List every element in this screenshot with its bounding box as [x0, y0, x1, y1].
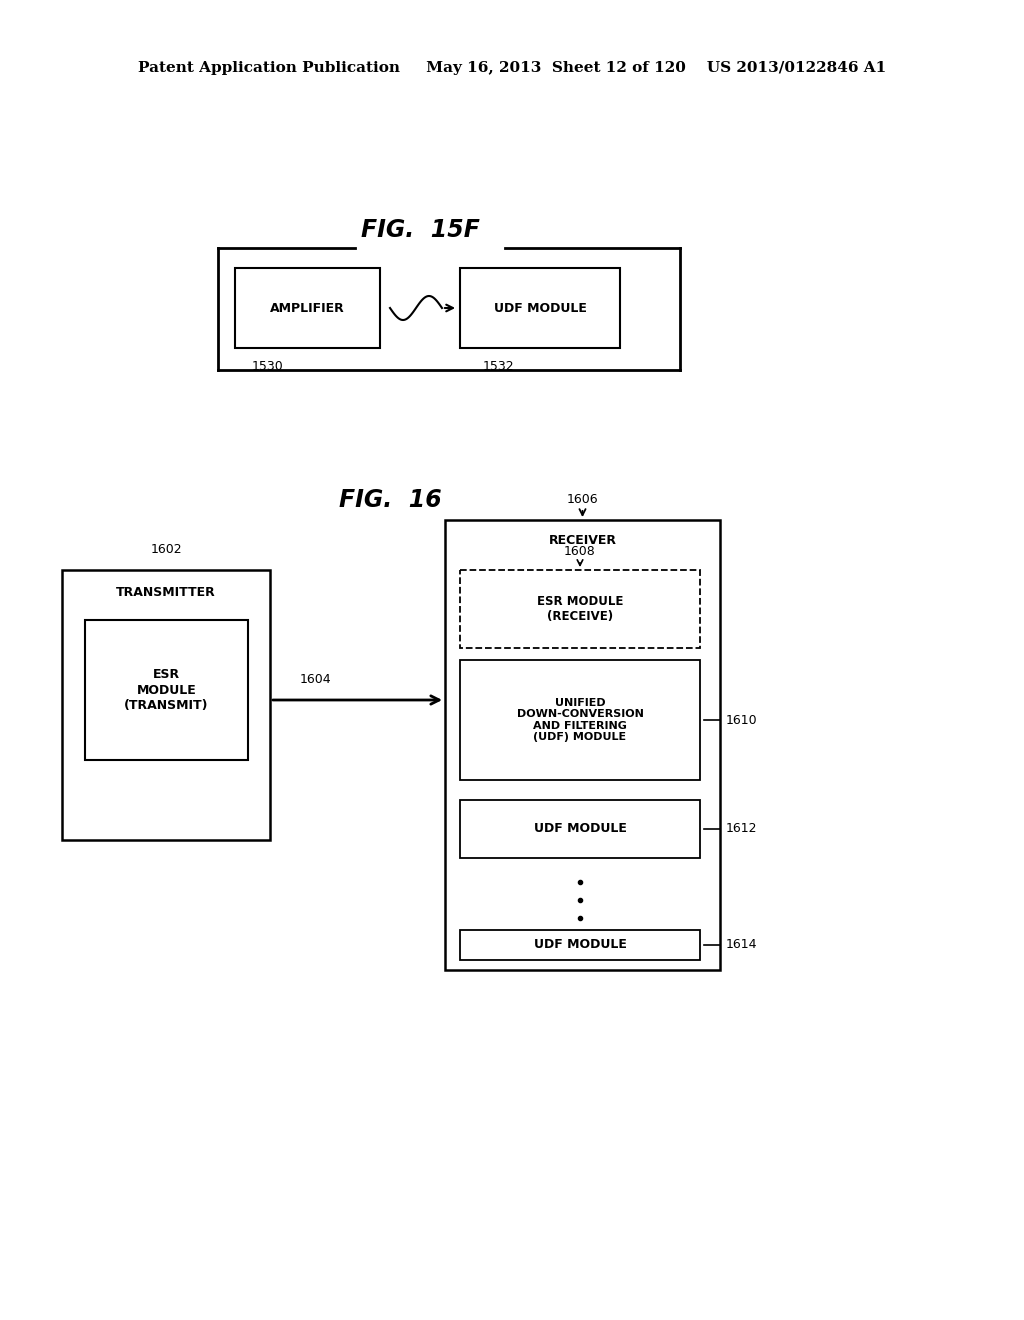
Text: 1614: 1614 — [726, 937, 758, 950]
Bar — [445, 520, 720, 970]
Text: RECEIVER: RECEIVER — [549, 533, 616, 546]
Bar — [460, 931, 700, 960]
Text: TRANSMITTER: TRANSMITTER — [116, 586, 216, 598]
Bar — [62, 570, 270, 840]
Text: FIG.  15F: FIG. 15F — [360, 218, 479, 242]
Text: 1606: 1606 — [566, 492, 598, 506]
Text: AMPLIFIER: AMPLIFIER — [270, 301, 345, 314]
Bar — [460, 660, 700, 780]
Text: 1610: 1610 — [726, 714, 758, 726]
Text: UDF MODULE: UDF MODULE — [494, 301, 587, 314]
Text: FIG.  16: FIG. 16 — [339, 488, 441, 512]
Bar — [460, 268, 620, 348]
Bar — [460, 570, 700, 648]
Text: 1532: 1532 — [482, 360, 514, 374]
Bar — [85, 620, 248, 760]
Text: ESR
MODULE
(TRANSMIT): ESR MODULE (TRANSMIT) — [124, 668, 209, 711]
Bar — [234, 268, 380, 348]
Text: 1602: 1602 — [151, 543, 182, 556]
Text: ESR MODULE
(RECEIVE): ESR MODULE (RECEIVE) — [537, 595, 624, 623]
Text: Patent Application Publication     May 16, 2013  Sheet 12 of 120    US 2013/0122: Patent Application Publication May 16, 2… — [138, 61, 886, 75]
Text: UNIFIED
DOWN-CONVERSION
AND FILTERING
(UDF) MODULE: UNIFIED DOWN-CONVERSION AND FILTERING (U… — [516, 697, 643, 742]
Text: 1608: 1608 — [564, 545, 596, 558]
Text: UDF MODULE: UDF MODULE — [534, 822, 627, 836]
Text: 1612: 1612 — [726, 822, 758, 836]
Bar — [460, 800, 700, 858]
Text: 1530: 1530 — [252, 360, 284, 374]
Text: UDF MODULE: UDF MODULE — [534, 939, 627, 952]
Text: 1604: 1604 — [300, 673, 332, 686]
